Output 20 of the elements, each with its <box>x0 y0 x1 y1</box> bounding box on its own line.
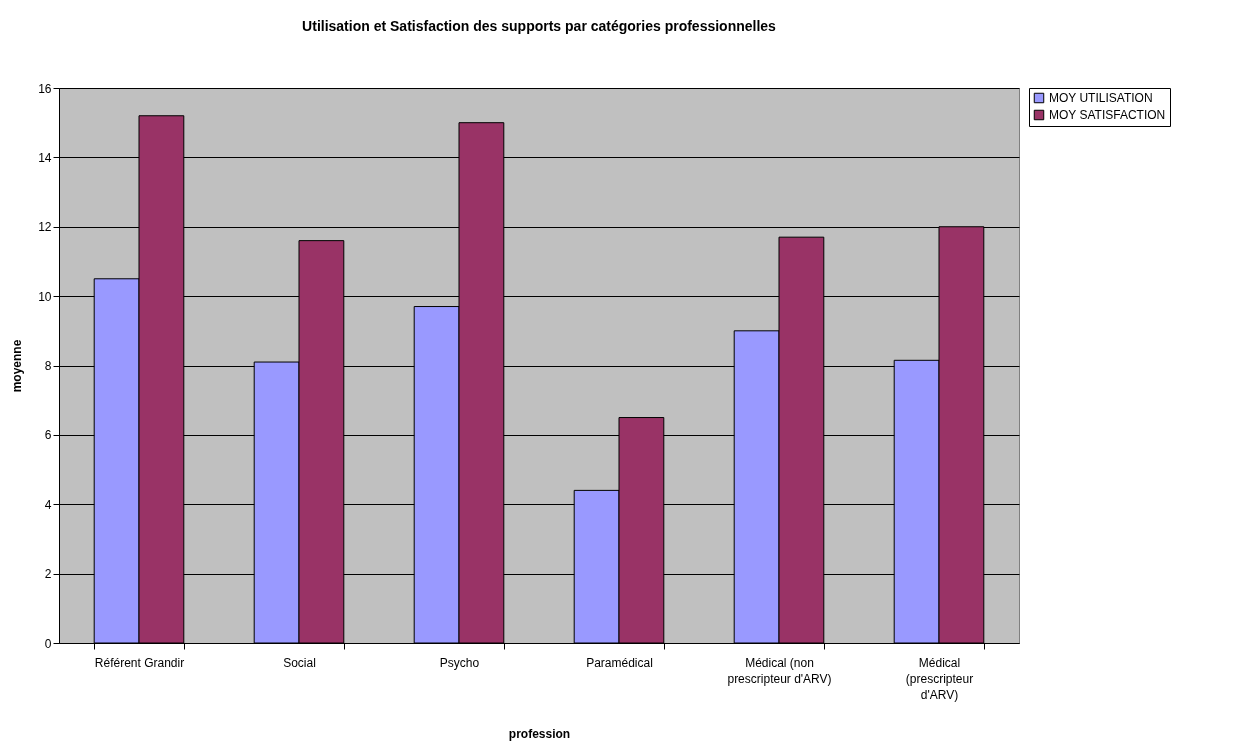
y-tick-label: 6 <box>44 428 52 443</box>
chart-title: Utilisation et Satisfaction des supports par catégories professionnelles <box>302 18 777 34</box>
y-tick-label: 12 <box>38 220 52 235</box>
y-tick-label: 0 <box>44 636 52 651</box>
x-tick-label: Social <box>283 655 316 670</box>
x-tick-label: Médical (prescripteur d'ARV) <box>905 655 974 702</box>
y-tick-label: 10 <box>38 289 52 304</box>
x-tick-label: Paramédical <box>586 655 653 670</box>
y-tick-label: 16 <box>38 81 52 96</box>
x-axis-title: profession <box>508 726 571 741</box>
x-tick-label: Référent Grandir <box>94 655 185 670</box>
legend-label: MOY UTILISATION <box>1049 91 1153 105</box>
y-axis-title: moyenne <box>10 339 25 393</box>
y-tick-label: 2 <box>44 567 52 582</box>
legend-label: MOY SATISFACTION <box>1049 108 1166 122</box>
y-tick-label: 4 <box>44 497 52 512</box>
x-tick-label: Médical (non prescripteur d'ARV) <box>727 655 832 686</box>
y-tick-label: 8 <box>44 359 52 373</box>
x-tick-label: Psycho <box>439 655 480 670</box>
y-tick-label: 14 <box>38 150 52 165</box>
